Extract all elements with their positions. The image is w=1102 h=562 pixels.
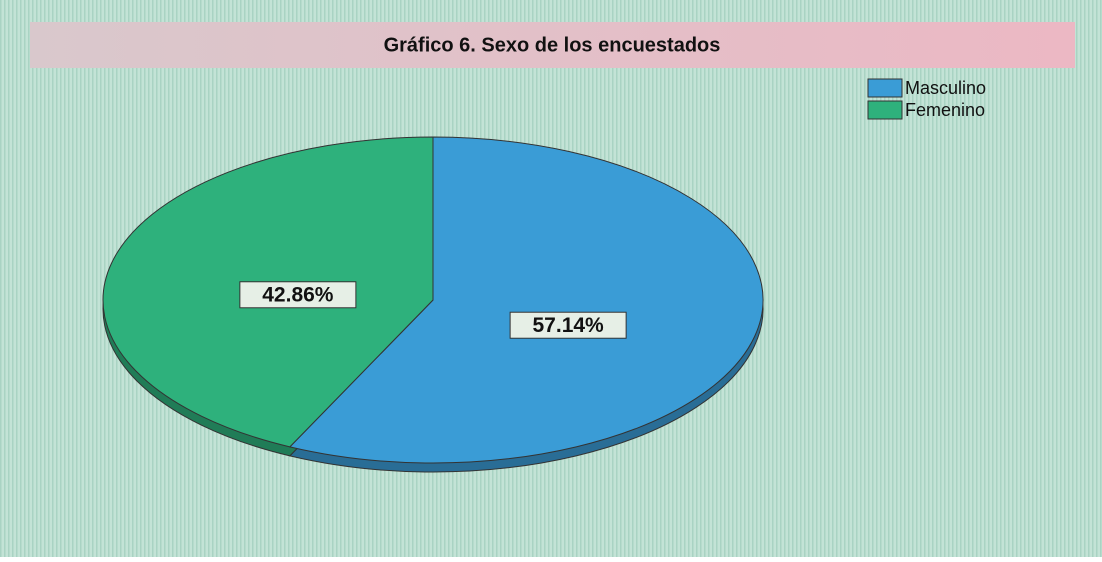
title-bar: [30, 22, 1075, 68]
value-label-box: [239, 281, 357, 309]
legend-label: Masculino: [905, 78, 986, 98]
value-label-box: [509, 311, 627, 339]
value-label: 42.86%: [262, 283, 334, 306]
legend-swatch: [867, 78, 903, 98]
legend-swatch: [867, 100, 903, 120]
chart-title: Gráfico 6. Sexo de los encuestados: [384, 34, 721, 56]
value-label: 57.14%: [533, 314, 605, 337]
slice: [288, 136, 764, 464]
pie: 57.14% 42.86%: [102, 136, 764, 473]
legend-label: Femenino: [905, 100, 985, 120]
